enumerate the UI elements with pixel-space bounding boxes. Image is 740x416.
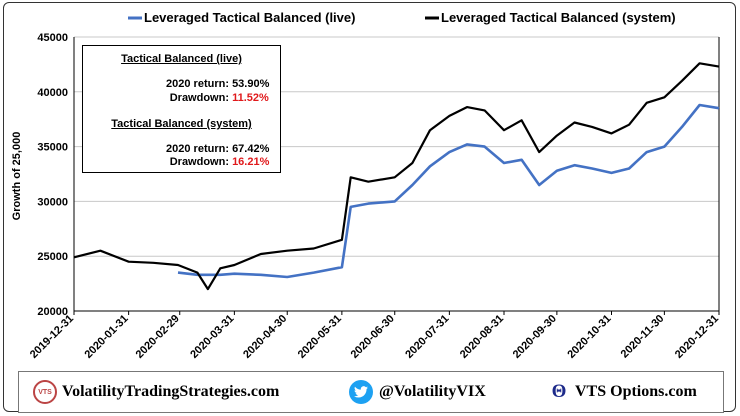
options-text: VTS Options.com	[575, 383, 697, 400]
legend-label: Leveraged Tactical Balanced (system)	[441, 10, 676, 25]
system-drawdown-row: Drawdown: 16.21%	[141, 156, 270, 168]
live-series-line	[177, 103, 720, 279]
theta-icon: Θ	[551, 381, 567, 402]
live-drawdown-row: Drawdown: 11.52%	[141, 92, 269, 104]
y-tick-label: 30000	[37, 196, 68, 208]
x-tick-label: 2020-06-30	[349, 313, 397, 361]
x-tick-label: 2020-03-31	[188, 313, 236, 361]
stats-box: Tactical Balanced (live) 2020 return: 53…	[82, 45, 281, 173]
system-return-row: 2020 return: 67.42%	[141, 143, 269, 155]
system-return-label: 2020 return:	[166, 143, 229, 155]
vts-logo-icon: VTS	[33, 380, 57, 404]
series-lines	[73, 62, 720, 291]
x-tick-label: 2020-07-31	[403, 313, 451, 361]
system-drawdown-label: Drawdown:	[169, 156, 229, 168]
x-tick-label: 2020-04-30	[241, 313, 289, 361]
x-tick-label: 2020-11-30	[619, 313, 667, 361]
twitter-handle: @VolatilityVIX	[379, 383, 486, 400]
system-drawdown-value: 16.21%	[232, 156, 270, 168]
live-return-value: 53.90%	[232, 78, 270, 90]
x-tick-label: 2020-02-29	[134, 313, 182, 361]
x-tick-label: 2020-05-31	[296, 313, 344, 361]
y-tick-label: 25000	[37, 251, 68, 263]
y-tick-labels: 20000 25000 30000 35000 40000 45000	[37, 32, 68, 318]
options-link[interactable]: Θ VTS Options.com	[549, 378, 697, 406]
x-tick-label: 2020-01-31	[82, 313, 130, 361]
live-return-label: 2020 return:	[166, 78, 229, 90]
system-series-line	[73, 62, 720, 291]
legend-label: Leveraged Tactical Balanced (live)	[144, 10, 355, 25]
x-tick-label: 2020-10-31	[565, 313, 613, 361]
system-return-value: 67.42%	[232, 143, 270, 155]
x-tick-label: 2020-08-31	[458, 313, 506, 361]
x-tick-label: 2020-12-31	[673, 313, 721, 361]
y-tick-label: 20000	[37, 306, 68, 318]
system-stats-title: Tactical Balanced (system)	[111, 118, 252, 130]
x-tick-labels: 2019-12-31 2020-01-31 2020-02-29 2020-03-31…	[28, 311, 721, 361]
line-chart: Leveraged Tactical Balanced (live) Levera…	[11, 10, 721, 361]
y-axis-label: Growth of 25,000	[11, 132, 23, 221]
footer-bar: VTS VolatilityTradingStrategies.com @Vol…	[18, 371, 724, 413]
vts-logo-text: VTS	[38, 388, 52, 396]
x-tick-label: 2020-09-30	[511, 313, 559, 361]
live-drawdown-value: 11.52%	[232, 92, 269, 104]
site-text: VolatilityTradingStrategies.com	[62, 383, 280, 400]
y-tick-label: 35000	[37, 142, 68, 154]
site-link[interactable]: VTS VolatilityTradingStrategies.com	[33, 378, 279, 406]
y-tick-label: 40000	[37, 87, 68, 99]
live-drawdown-label: Drawdown:	[169, 92, 229, 104]
chart-legend: Leveraged Tactical Balanced (live) Levera…	[128, 10, 676, 25]
live-stats-title: Tactical Balanced (live)	[121, 53, 242, 65]
twitter-bird-icon	[349, 380, 373, 404]
y-tick-label: 45000	[37, 32, 68, 44]
x-tick-label: 2019-12-31	[28, 313, 76, 361]
twitter-link[interactable]: @VolatilityVIX	[349, 378, 486, 406]
live-return-row: 2020 return: 53.90%	[141, 78, 269, 90]
